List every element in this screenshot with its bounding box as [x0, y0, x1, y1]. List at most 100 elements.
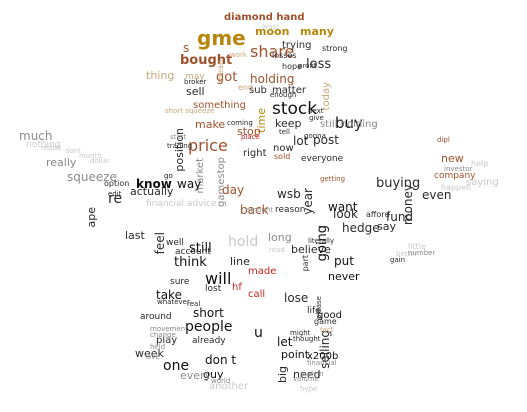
word-better: better	[396, 250, 418, 258]
word-work: work	[230, 51, 247, 59]
word-many: many	[300, 25, 334, 38]
word-believe: believe	[291, 243, 331, 256]
word-diamond-hand: diamond hand	[224, 12, 305, 23]
word-week: week	[135, 347, 164, 360]
word-reason: reason	[275, 205, 306, 215]
word-sure: sure	[170, 277, 190, 287]
word-holding: holding	[250, 72, 295, 86]
word-moon: moon	[255, 25, 290, 38]
word-buy: buy	[335, 114, 363, 132]
word-squeeze: squeeze	[67, 170, 117, 184]
word-help: help	[471, 159, 489, 168]
word-next: next	[308, 107, 324, 115]
word-please: please	[315, 296, 323, 319]
word-stop: stop	[237, 125, 261, 138]
word-broker: broker	[184, 78, 207, 86]
word-account: account	[175, 247, 211, 257]
word-trying: trying	[282, 40, 312, 51]
word-hold: hold	[228, 234, 259, 250]
word-now: now	[273, 143, 294, 154]
word-bought: bought	[180, 53, 233, 68]
word-change: change	[150, 331, 176, 339]
word-one: one	[163, 358, 190, 374]
word-read: read	[269, 246, 285, 254]
word-matter: matter	[272, 85, 306, 96]
word-guy: guy	[203, 368, 224, 381]
word-call: call	[248, 289, 266, 300]
word-say: say	[377, 220, 396, 233]
word-re: re	[108, 191, 123, 207]
word-price: price	[188, 136, 228, 155]
word-lose: lose	[284, 291, 309, 305]
word-dont: dont	[65, 147, 81, 155]
word-everyone: everyone	[301, 154, 344, 164]
word-edit: edit	[108, 190, 122, 198]
word-short-squeeze: short squeeze	[165, 107, 215, 115]
word-even: even	[422, 188, 452, 202]
word-s: s	[183, 41, 190, 55]
word-getting: getting	[320, 175, 346, 183]
word-look: look	[333, 207, 358, 221]
word-money: money	[401, 184, 415, 226]
word-mean: mean	[216, 60, 225, 83]
word-volume: volume	[293, 375, 319, 383]
word-losses: losses	[272, 51, 297, 60]
word-nothing: nothing	[26, 140, 61, 150]
word-love: love	[145, 353, 160, 361]
word-much: much	[19, 129, 53, 143]
word-hedge: hedge	[342, 221, 380, 235]
word-wsb: wsb	[277, 187, 301, 201]
word-number: number	[408, 249, 436, 257]
word-literally: literally	[308, 237, 335, 245]
word-little: little	[408, 242, 426, 251]
word-enough: enough	[270, 91, 297, 99]
word-play: play	[156, 335, 178, 346]
word-something: something	[193, 100, 246, 111]
word-start: start	[170, 133, 187, 141]
word-strong: strong	[322, 44, 348, 53]
word-gonna: gonna	[304, 132, 326, 140]
word-hf: hf	[232, 282, 242, 293]
word-stock: stock	[272, 99, 318, 119]
word-game: game	[314, 317, 337, 326]
word-world: world	[211, 377, 231, 385]
word-lost: lost	[205, 284, 222, 294]
word-sub: sub	[249, 85, 267, 96]
word-real: real	[187, 300, 201, 308]
word-way: way	[177, 177, 202, 191]
word-gme: gme	[197, 26, 246, 50]
word-gamestop: gamestop	[216, 157, 227, 207]
word-fact: fact	[320, 326, 334, 334]
word-day: day	[222, 183, 245, 197]
word-month: month	[79, 152, 102, 160]
word-still-holding: still holding	[320, 119, 378, 130]
word-sell: sell	[186, 85, 205, 98]
word-may: may	[185, 72, 205, 82]
word-around: around	[140, 312, 172, 322]
word-still: still	[189, 241, 212, 256]
word-might: might	[290, 329, 311, 337]
word-hope: hope	[282, 62, 302, 71]
word-life: life	[307, 306, 321, 316]
word-movement: movement	[150, 325, 188, 333]
word-well: well	[166, 238, 184, 248]
word-right: right	[243, 148, 267, 159]
word-hype: hype	[300, 385, 318, 393]
word-gain: gain	[390, 256, 406, 264]
word-buying: buying	[376, 176, 421, 191]
word-another: another	[209, 381, 249, 392]
word-happen: happen	[441, 183, 472, 192]
word-saying: saying	[466, 177, 499, 188]
word-sold: sold	[274, 152, 291, 161]
word-end: end	[238, 83, 254, 92]
word-coming: coming	[227, 119, 253, 127]
word-u: u	[254, 325, 263, 341]
word-know: know	[136, 177, 172, 191]
word-thing: thing	[146, 69, 175, 82]
word-long: long	[268, 231, 292, 244]
word-don-t: don t	[205, 353, 237, 367]
word-dollar: dollar	[90, 157, 110, 165]
word-fund: fund	[386, 210, 414, 224]
word-tell: tell	[279, 128, 290, 136]
word-put: put	[334, 254, 354, 268]
